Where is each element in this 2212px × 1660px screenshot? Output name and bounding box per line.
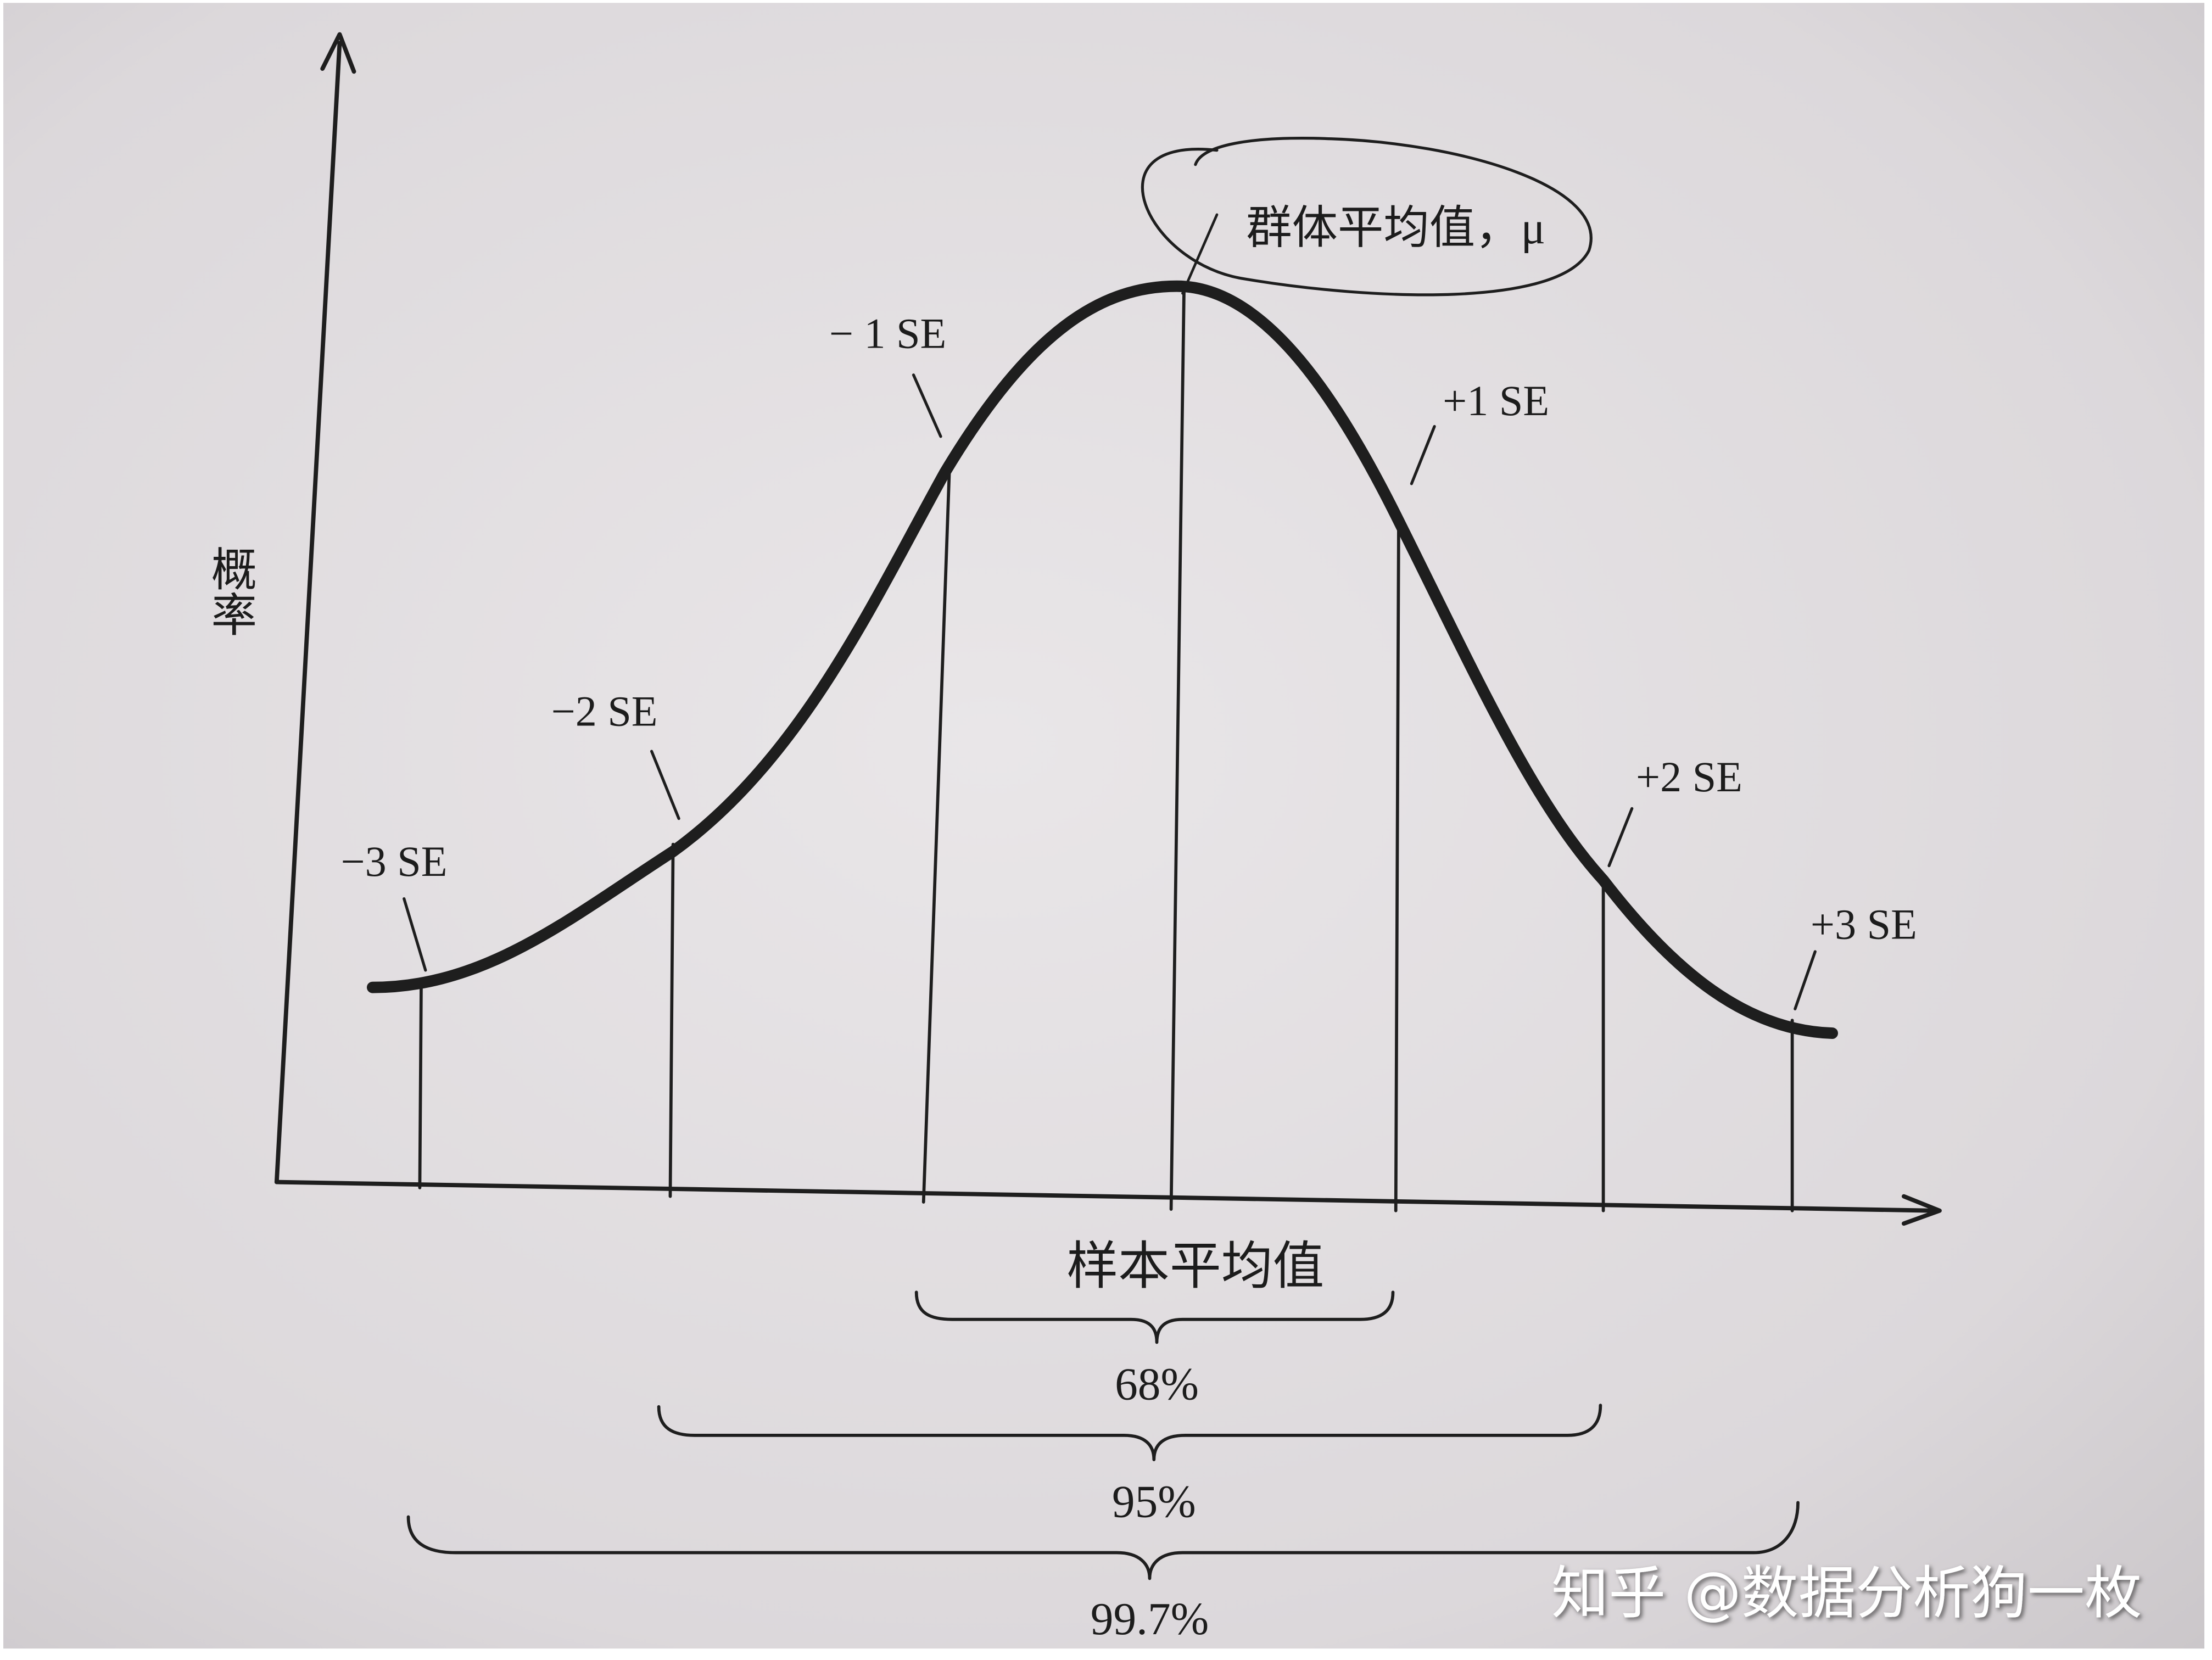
brace-997 bbox=[406, 1501, 1800, 1580]
x-arrow bbox=[1901, 1194, 1942, 1226]
y-axis bbox=[274, 41, 342, 1184]
coverage-label: 95% bbox=[1112, 1477, 1196, 1527]
se-label: +1 SE bbox=[1443, 377, 1549, 424]
pointer bbox=[1794, 950, 1817, 1010]
se-lines bbox=[418, 289, 1794, 1212]
x-axis bbox=[274, 1180, 1935, 1213]
watermark: 知乎 @数据分析狗一枚 bbox=[1551, 1560, 2142, 1627]
pointer bbox=[1410, 424, 1436, 485]
se-label: − 1 SE bbox=[829, 309, 946, 357]
y-arrow bbox=[320, 32, 356, 74]
mean-ellipse bbox=[1141, 137, 1593, 297]
x-axis-label: 样本平均值 bbox=[1066, 1238, 1324, 1295]
pointer bbox=[1607, 807, 1634, 868]
y-axis-label: 概率 bbox=[204, 545, 256, 637]
se-label: +3 SE bbox=[1811, 901, 1917, 948]
se-label: +2 SE bbox=[1636, 753, 1742, 801]
pointer bbox=[650, 750, 680, 820]
axes bbox=[274, 32, 1942, 1226]
normal-curve bbox=[366, 280, 1838, 1039]
brace-95 bbox=[657, 1404, 1602, 1462]
paper bbox=[3, 3, 2205, 1649]
se-line bbox=[668, 842, 675, 1198]
braces bbox=[406, 1290, 1800, 1580]
brace-68 bbox=[914, 1290, 1395, 1344]
se-pointers bbox=[403, 373, 1817, 1010]
mean-label: 群体平均值，μ bbox=[1246, 203, 1545, 254]
se-line bbox=[418, 983, 423, 1189]
pointer bbox=[403, 897, 427, 972]
se-label: −3 SE bbox=[341, 837, 448, 885]
se-label: −2 SE bbox=[551, 687, 658, 735]
se-line bbox=[1394, 521, 1400, 1212]
coverage-label: 68% bbox=[1115, 1360, 1199, 1410]
se-line bbox=[921, 471, 951, 1204]
mean-pointer bbox=[1181, 213, 1219, 295]
pointer bbox=[912, 373, 942, 438]
se-line bbox=[1169, 289, 1186, 1211]
coverage-label: 99.7% bbox=[1091, 1594, 1209, 1645]
